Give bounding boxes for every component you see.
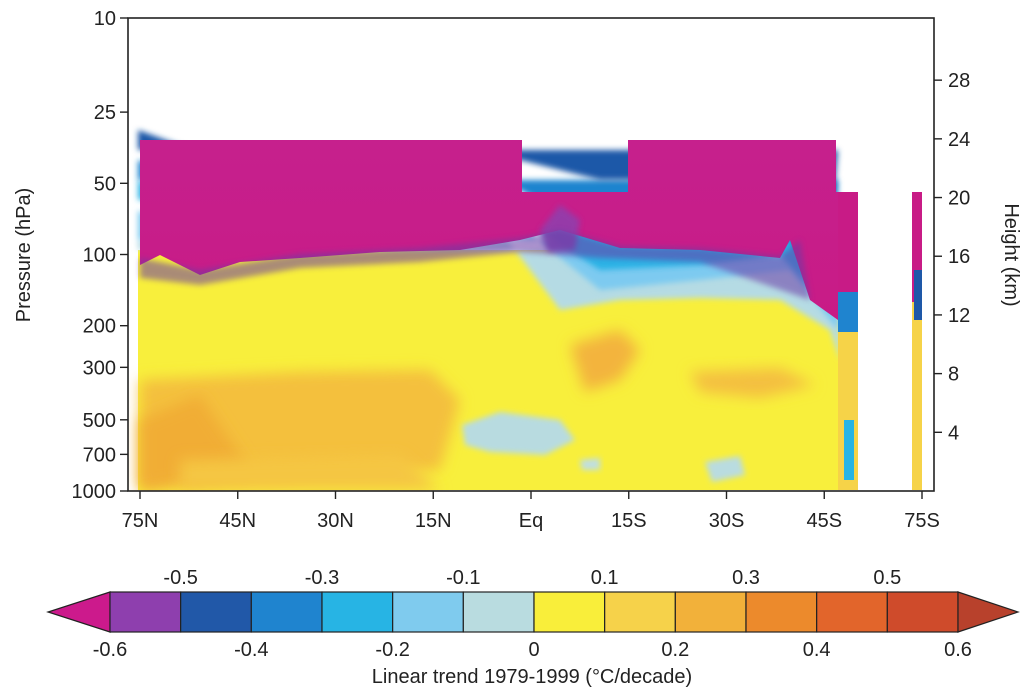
colorbar-bin	[321, 591, 394, 633]
colorbar-bin	[886, 591, 959, 633]
colorbar-top-label: 0.1	[591, 567, 619, 589]
colorbar-bottom-label: 0.6	[944, 639, 972, 661]
height-axis: 4 8 12 16 20 24 28	[934, 70, 970, 444]
field-purple-edge	[140, 230, 810, 300]
pressure-tick-label: 300	[83, 357, 116, 379]
colorbar-extend-high	[957, 591, 1020, 633]
colorbar-bin	[462, 591, 535, 633]
colorbar-bin	[109, 591, 182, 633]
field-strip-45s-top	[838, 192, 858, 292]
height-tick-label: 8	[948, 364, 959, 386]
colorbar-top-label: -0.3	[305, 567, 339, 589]
colorbar-bin	[250, 591, 323, 633]
height-tick-label: 24	[948, 129, 970, 151]
colorbar-bin	[674, 591, 747, 633]
latitude-tick-label: 75N	[122, 510, 159, 532]
colorbar-bottom-label: -0.6	[93, 639, 127, 661]
colorbar-top-label: 0.3	[732, 567, 760, 589]
colorbar-top-label: 0.5	[873, 567, 901, 589]
pressure-tick-label: 1000	[72, 481, 117, 503]
field-strip-45s-blue	[838, 292, 858, 332]
colorbar-bottom-label: 0.4	[803, 639, 831, 661]
colorbar-extend-low	[46, 591, 111, 633]
field-orange-right	[690, 368, 815, 398]
colorbar-bottom-label: -0.4	[234, 639, 268, 661]
latitude-tick-label: 45S	[806, 510, 842, 532]
pressure-tick-label: 500	[83, 410, 116, 432]
latitude-tick-label: 45N	[219, 510, 256, 532]
heatmap-field	[138, 130, 922, 490]
field-orange-mid	[570, 330, 640, 392]
colorbar: -0.5 -0.3 -0.1 0.1 0.3 0.5 -0.6 -0.4 -0.2 0 0.2 0.4…	[46, 567, 1020, 661]
height-tick-label: 20	[948, 188, 970, 210]
height-tick-label: 28	[948, 70, 970, 92]
pressure-tick-label: 25	[94, 102, 116, 124]
field-orange-surface	[180, 455, 440, 490]
field-strip-75s-dark	[914, 270, 922, 320]
pressure-tick-label: 50	[94, 173, 116, 195]
field-strip-45s-blue2	[844, 420, 854, 480]
height-tick-label: 12	[948, 305, 970, 327]
colorbar-bin	[392, 591, 464, 633]
latitude-tick-label: 15S	[611, 510, 647, 532]
pressure-tick-label: 700	[83, 444, 116, 466]
field-pale-blue-1	[462, 412, 575, 455]
colorbar-bin	[745, 591, 818, 633]
colorbar-bottom-label: 0.2	[661, 639, 689, 661]
height-tick-label: 4	[948, 422, 959, 444]
height-tick-label: 16	[948, 246, 970, 268]
pressure-tick-label: 10	[94, 8, 116, 30]
colorbar-bin	[604, 591, 676, 633]
colorbar-bin	[533, 591, 606, 633]
field-pale-blue-2	[705, 456, 745, 482]
colorbar-bin	[180, 591, 252, 633]
colorbar-bottom-label: 0	[528, 639, 539, 661]
colorbar-label: Linear trend 1979-1999 (°C/decade)	[372, 666, 692, 688]
pressure-tick-label: 200	[83, 316, 116, 338]
pressure-tick-label: 100	[83, 245, 116, 267]
pressure-axis: 10 25 50 100 200 300 500 700 1000	[72, 8, 128, 503]
colorbar-bottom-label: -0.2	[375, 639, 409, 661]
field-pale-blue-3	[580, 458, 600, 470]
colorbar-top-label: -0.1	[446, 567, 480, 589]
field-strip-75s-top	[912, 192, 922, 302]
latitude-tick-label: 30N	[317, 510, 354, 532]
right-axis-label: Height (km)	[1000, 203, 1022, 306]
latitude-tick-label: 30S	[709, 510, 745, 532]
colorbar-bin	[816, 591, 888, 633]
colorbar-top-label: -0.5	[163, 567, 197, 589]
field-stratosphere	[140, 140, 838, 320]
latitude-tick-label: 75S	[904, 510, 940, 532]
field-strip-75s	[912, 192, 922, 490]
latitude-tick-label: Eq	[519, 510, 543, 532]
left-axis-label: Pressure (hPa)	[13, 188, 35, 323]
latitude-axis: 75N 45N 30N 15N Eq 15S 30S 45S 75S	[122, 491, 940, 532]
latitude-tick-label: 15N	[415, 510, 452, 532]
